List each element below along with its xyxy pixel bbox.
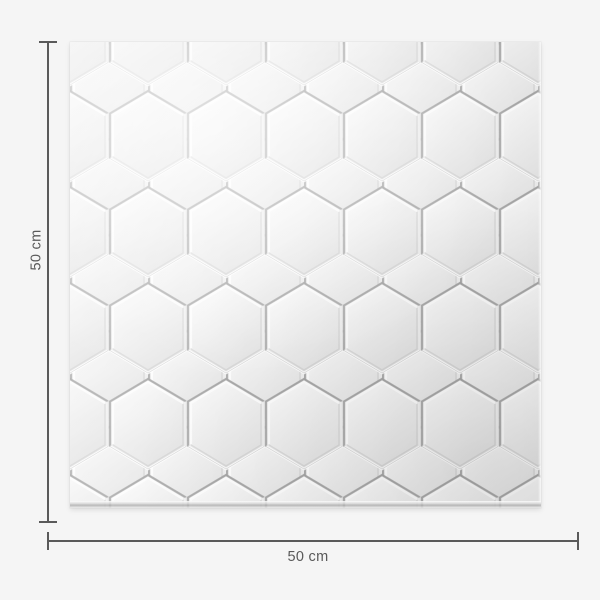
- width-dimension-line: [48, 540, 578, 542]
- width-dimension-label-wrap: 50 cm: [0, 540, 600, 565]
- hexagon-pattern-layer: [70, 42, 541, 508]
- width-dimension-label: 50 cm: [287, 549, 329, 565]
- height-dimension-line: [47, 42, 49, 522]
- height-dimension-label: 50 cm: [28, 229, 45, 271]
- width-dimension-cap-left: [47, 532, 49, 550]
- hexagon-tile-panel: [70, 42, 541, 508]
- height-dimension-cap-top: [39, 41, 57, 43]
- width-dimension-cap-right: [577, 532, 579, 550]
- height-dimension-cap-bottom: [39, 521, 57, 523]
